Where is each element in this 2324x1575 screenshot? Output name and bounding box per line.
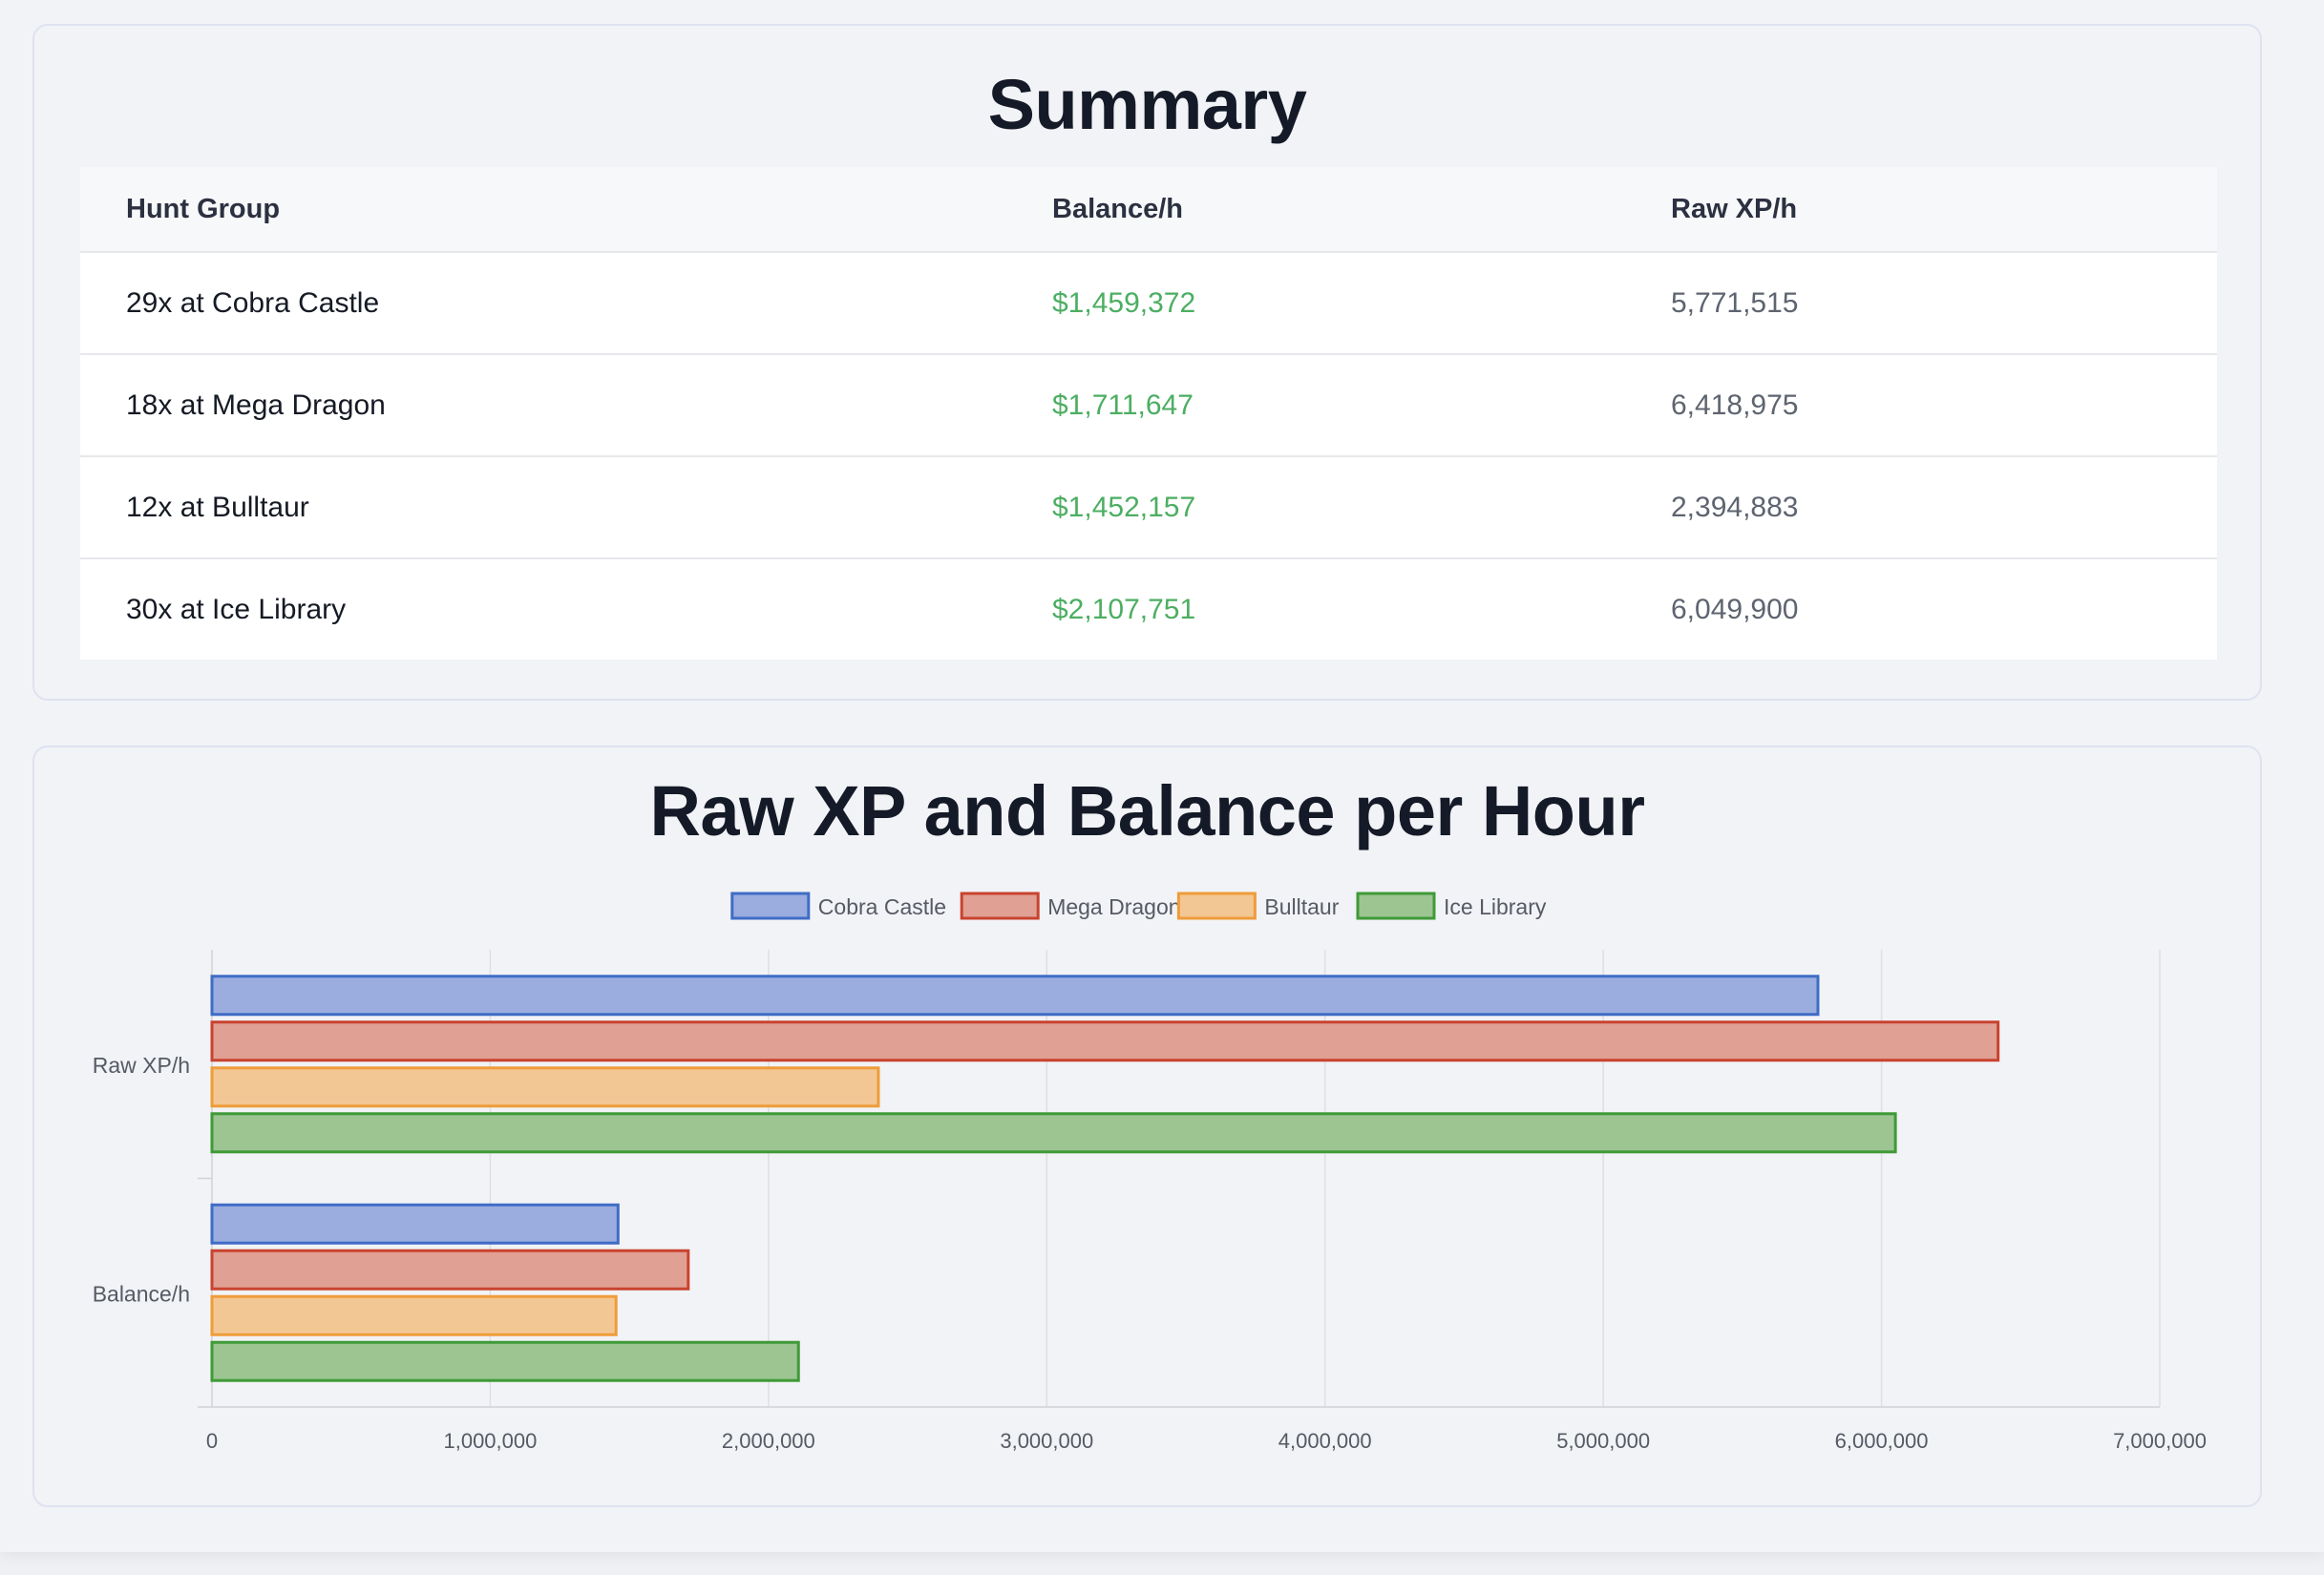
y-category-label: Raw XP/h xyxy=(93,1053,190,1078)
bar-cobra-castle-raw-xp-h[interactable] xyxy=(210,975,1820,1017)
bar-ice-library-raw-xp-h[interactable] xyxy=(210,1112,1897,1154)
bar-mega-dragon-raw-xp-h[interactable] xyxy=(210,1020,2000,1062)
legend-swatch-ice-library[interactable] xyxy=(1356,892,1436,920)
y-category-label: Balance/h xyxy=(93,1281,190,1306)
summary-card: Summary Hunt Group Balance/h Raw XP/h 29… xyxy=(32,24,2262,701)
x-tick-label: 1,000,000 xyxy=(443,1429,537,1453)
legend-swatch-bulltaur[interactable] xyxy=(1176,892,1257,920)
legend-swatch-mega-dragon[interactable] xyxy=(960,892,1040,920)
raw-xp-cell: 6,418,975 xyxy=(1625,353,2217,456)
raw-xp-cell: 2,394,883 xyxy=(1625,455,2217,558)
bar-cobra-castle-balance-h[interactable] xyxy=(210,1203,620,1245)
hunt-group-cell: 12x at Bulltaur xyxy=(80,455,1006,558)
x-tick-label: 5,000,000 xyxy=(1556,1429,1650,1453)
table-header-row: Hunt Group Balance/h Raw XP/h xyxy=(80,167,2217,252)
x-tick-label: 4,000,000 xyxy=(1278,1429,1372,1453)
column-header-hunt-group: Hunt Group xyxy=(80,167,1006,252)
bar-bulltaur-balance-h[interactable] xyxy=(210,1294,618,1336)
summary-title: Summary xyxy=(987,65,1307,144)
bar-ice-library-balance-h[interactable] xyxy=(210,1340,800,1382)
raw-xp-cell: 6,049,900 xyxy=(1625,557,2217,660)
hunt-group-cell: 29x at Cobra Castle xyxy=(80,251,1006,354)
column-header-raw-xp: Raw XP/h xyxy=(1625,167,2217,252)
balance-cell: $1,711,647 xyxy=(1006,353,1625,456)
x-tick-label: 6,000,000 xyxy=(1835,1429,1929,1453)
bar-chart: Raw XP/h Balance/h 0 1,000,000 2,000,000 3,00… xyxy=(93,892,2207,1453)
table-row: 29x at Cobra Castle $1,459,372 5,771,515 xyxy=(80,251,2217,354)
legend-swatch-cobra-castle[interactable] xyxy=(730,892,811,920)
table-row: 30x at Ice Library $2,107,751 6,049,900 xyxy=(80,557,2217,660)
bar-bulltaur-raw-xp-h[interactable] xyxy=(210,1066,880,1108)
table-row: 18x at Mega Dragon $1,711,647 6,418,975 xyxy=(80,353,2217,456)
x-tick-label: 7,000,000 xyxy=(2113,1429,2207,1453)
chart-title: Raw XP and Balance per Hour xyxy=(649,771,1645,850)
legend-label-mega-dragon[interactable]: Mega Dragon xyxy=(1047,894,1180,919)
balance-cell: $1,452,157 xyxy=(1006,455,1625,558)
legend-label-ice-library[interactable]: Ice Library xyxy=(1444,894,1547,919)
bar-mega-dragon-balance-h[interactable] xyxy=(210,1249,690,1291)
legend-label-cobra-castle[interactable]: Cobra Castle xyxy=(818,894,946,919)
x-tick-label: 0 xyxy=(206,1429,218,1453)
hunt-group-cell: 18x at Mega Dragon xyxy=(80,353,1006,456)
summary-table: Hunt Group Balance/h Raw XP/h 29x at Cob… xyxy=(80,167,2217,660)
column-header-balance: Balance/h xyxy=(1006,167,1625,252)
raw-xp-cell: 5,771,515 xyxy=(1625,251,2217,354)
balance-cell: $1,459,372 xyxy=(1006,251,1625,354)
x-tick-label: 2,000,000 xyxy=(722,1429,815,1453)
balance-cell: $2,107,751 xyxy=(1006,557,1625,660)
legend-label-bulltaur[interactable]: Bulltaur xyxy=(1264,894,1339,919)
x-tick-label: 3,000,000 xyxy=(1000,1429,1093,1453)
table-row: 12x at Bulltaur $1,452,157 2,394,883 xyxy=(80,455,2217,558)
chart-card: Raw XP and Balance per Hour Raw XP/h Bala… xyxy=(32,746,2262,1507)
hunt-group-cell: 30x at Ice Library xyxy=(80,557,1006,660)
